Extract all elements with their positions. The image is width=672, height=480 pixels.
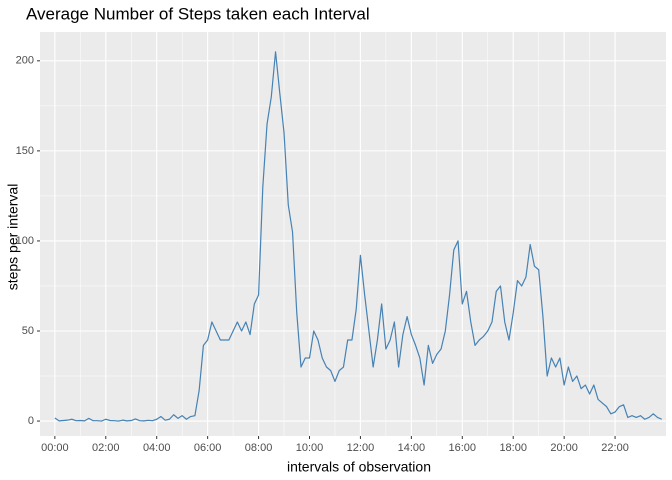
y-tick-label: 200 [16,55,34,67]
x-tick-label: 14:00 [398,442,426,454]
y-tick-label: 100 [16,235,34,247]
x-tick-label: 16:00 [449,442,477,454]
y-tick-label: 0 [28,415,34,427]
x-tick-label: 06:00 [194,442,222,454]
x-tick-label: 10:00 [296,442,324,454]
x-tick-label: 04:00 [143,442,171,454]
y-tick-label: 150 [16,145,34,157]
x-tick-label: 22:00 [601,442,629,454]
y-axis-title: steps per interval [5,184,21,291]
x-tick-label: 12:00 [347,442,375,454]
x-tick-label: 08:00 [245,442,273,454]
panel [40,32,666,436]
x-tick-label: 00:00 [41,442,69,454]
data-line [54,51,662,422]
x-tick-label: 20:00 [550,442,578,454]
x-tick-label: 18:00 [499,442,527,454]
chart-title: Average Number of Steps taken each Inter… [26,4,370,23]
x-tick-label: 02:00 [92,442,120,454]
x-axis-title: intervals of observation [287,459,431,475]
y-tick-label: 50 [22,325,34,337]
